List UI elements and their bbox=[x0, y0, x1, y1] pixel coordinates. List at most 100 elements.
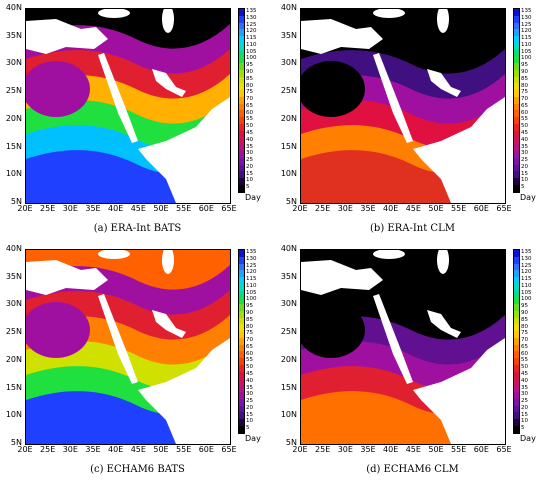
colorbar-swatch bbox=[239, 337, 244, 345]
colorbar-label: 60 bbox=[246, 350, 253, 357]
persian-gulf bbox=[152, 310, 186, 338]
persian-gulf bbox=[427, 69, 461, 97]
colorbar-label: 25 bbox=[246, 157, 253, 164]
colorbar-unit: Day bbox=[245, 434, 261, 443]
colorbar-swatch bbox=[239, 270, 244, 278]
colorbar-swatch bbox=[514, 164, 519, 172]
colorbar-label: 90 bbox=[521, 69, 528, 75]
colorbar-label: 130 bbox=[521, 255, 532, 262]
persian-gulf bbox=[152, 69, 186, 97]
colorbar-swatch bbox=[514, 42, 519, 50]
colorbar-swatch bbox=[239, 412, 244, 420]
colorbar-swatch bbox=[239, 392, 244, 399]
colorbar-swatch bbox=[239, 130, 244, 138]
colorbar-swatch bbox=[239, 365, 244, 372]
colorbar-swatch bbox=[514, 351, 519, 359]
colorbar-swatch bbox=[514, 15, 519, 23]
colorbar-label: 65 bbox=[521, 102, 528, 109]
colorbar-swatch bbox=[239, 117, 244, 125]
colorbar-swatch bbox=[514, 283, 519, 291]
y-tick-label: 15N bbox=[5, 141, 22, 151]
colorbar-label: 35 bbox=[521, 384, 528, 391]
colorbar-swatch bbox=[514, 9, 519, 16]
colorbar-label: 30 bbox=[521, 150, 528, 157]
colorbar-label: 90 bbox=[246, 310, 253, 316]
colorbar-label: 115 bbox=[246, 35, 257, 42]
colorbar-swatch bbox=[239, 36, 244, 43]
x-tick-label: 25E bbox=[315, 445, 331, 454]
x-tick-label: 20E bbox=[17, 445, 33, 454]
y-tick-label: 20N bbox=[280, 354, 297, 364]
colorbar-swatch bbox=[239, 157, 244, 165]
colorbar-swatch bbox=[514, 144, 519, 152]
colorbar-label: 20 bbox=[521, 404, 528, 411]
colorbar-label: 120 bbox=[246, 269, 257, 276]
x-tick-label: 40E bbox=[383, 445, 399, 454]
colorbar-label: 130 bbox=[521, 14, 532, 21]
colorbar-swatch bbox=[239, 49, 244, 57]
colorbar-label: 115 bbox=[246, 276, 257, 283]
colorbar-swatch bbox=[239, 358, 244, 366]
arabian-sea bbox=[413, 97, 505, 203]
colorbar-swatch bbox=[514, 331, 519, 338]
map-plot bbox=[300, 249, 506, 445]
colorbar-label: 110 bbox=[246, 41, 257, 48]
colorbar-swatch bbox=[514, 337, 519, 345]
map-panel: 40N 35N 30N 25N 20N 15N 10N 5N 20E 25E 30E 35E 40E 45… bbox=[0, 241, 275, 482]
colorbar-label: 130 bbox=[246, 14, 257, 21]
x-tick-label: 35E bbox=[85, 445, 101, 454]
x-tick-label: 30E bbox=[62, 204, 78, 213]
black-sea bbox=[98, 250, 130, 259]
panel-caption: (d) ECHAM6 CLM bbox=[366, 464, 459, 475]
colorbar-swatch bbox=[239, 178, 244, 185]
colorbar-swatch bbox=[514, 83, 519, 91]
colorbar bbox=[513, 8, 520, 193]
x-tick-label: 60E bbox=[473, 445, 489, 454]
y-tick-label: 40N bbox=[5, 3, 22, 12]
y-tick-label: 10N bbox=[280, 169, 297, 179]
panel-caption: (c) ECHAM6 BATS bbox=[90, 464, 185, 475]
colorbar bbox=[238, 8, 245, 193]
colorbar-label: 10 bbox=[521, 177, 528, 184]
colorbar-label: 5 bbox=[246, 184, 250, 191]
colorbar-label: 130 bbox=[246, 255, 257, 262]
colorbar-swatch bbox=[239, 42, 244, 50]
x-tick-label: 20E bbox=[292, 445, 308, 454]
colorbar-label: 10 bbox=[246, 177, 253, 184]
y-tick-label: 25N bbox=[5, 86, 22, 96]
colorbar-swatch bbox=[239, 110, 244, 118]
colorbar-swatch bbox=[514, 412, 519, 420]
colorbar-label: 20 bbox=[521, 163, 528, 170]
colorbar-label: 50 bbox=[246, 123, 253, 130]
caspian-sea bbox=[162, 9, 174, 33]
y-tick-label: 5N bbox=[285, 438, 297, 447]
colorbar-swatch bbox=[514, 29, 519, 37]
colorbar-swatch bbox=[239, 69, 244, 77]
colorbar-label: 135 bbox=[521, 8, 532, 14]
colorbar-label: 15 bbox=[521, 411, 528, 418]
colorbar-label: 105 bbox=[246, 289, 257, 296]
colorbar-label: 105 bbox=[521, 48, 532, 55]
colorbar-label: 40 bbox=[246, 377, 253, 384]
colorbar-label: 30 bbox=[246, 150, 253, 157]
colorbar-label: 15 bbox=[246, 411, 253, 418]
colorbar-swatch bbox=[239, 425, 244, 433]
x-tick-label: 20E bbox=[17, 204, 33, 213]
x-tick-label: 25E bbox=[315, 204, 331, 213]
colorbar-swatch bbox=[239, 317, 244, 325]
colorbar-swatch bbox=[514, 304, 519, 311]
colorbar-swatch bbox=[514, 358, 519, 366]
y-tick-label: 20N bbox=[5, 113, 22, 123]
x-tick-label: 65E bbox=[496, 204, 512, 213]
caspian-sea bbox=[437, 250, 449, 274]
colorbar-label: 10 bbox=[521, 418, 528, 425]
colorbar-swatch bbox=[514, 317, 519, 325]
colorbar-swatch bbox=[514, 324, 519, 332]
colorbar-swatch bbox=[239, 398, 244, 406]
colorbar-swatch bbox=[514, 297, 519, 305]
colorbar-label: 120 bbox=[246, 28, 257, 35]
colorbar-label: 25 bbox=[521, 157, 528, 164]
colorbar-swatch bbox=[239, 405, 244, 413]
colorbar-label: 125 bbox=[246, 262, 257, 269]
colorbar-swatch bbox=[239, 83, 244, 91]
